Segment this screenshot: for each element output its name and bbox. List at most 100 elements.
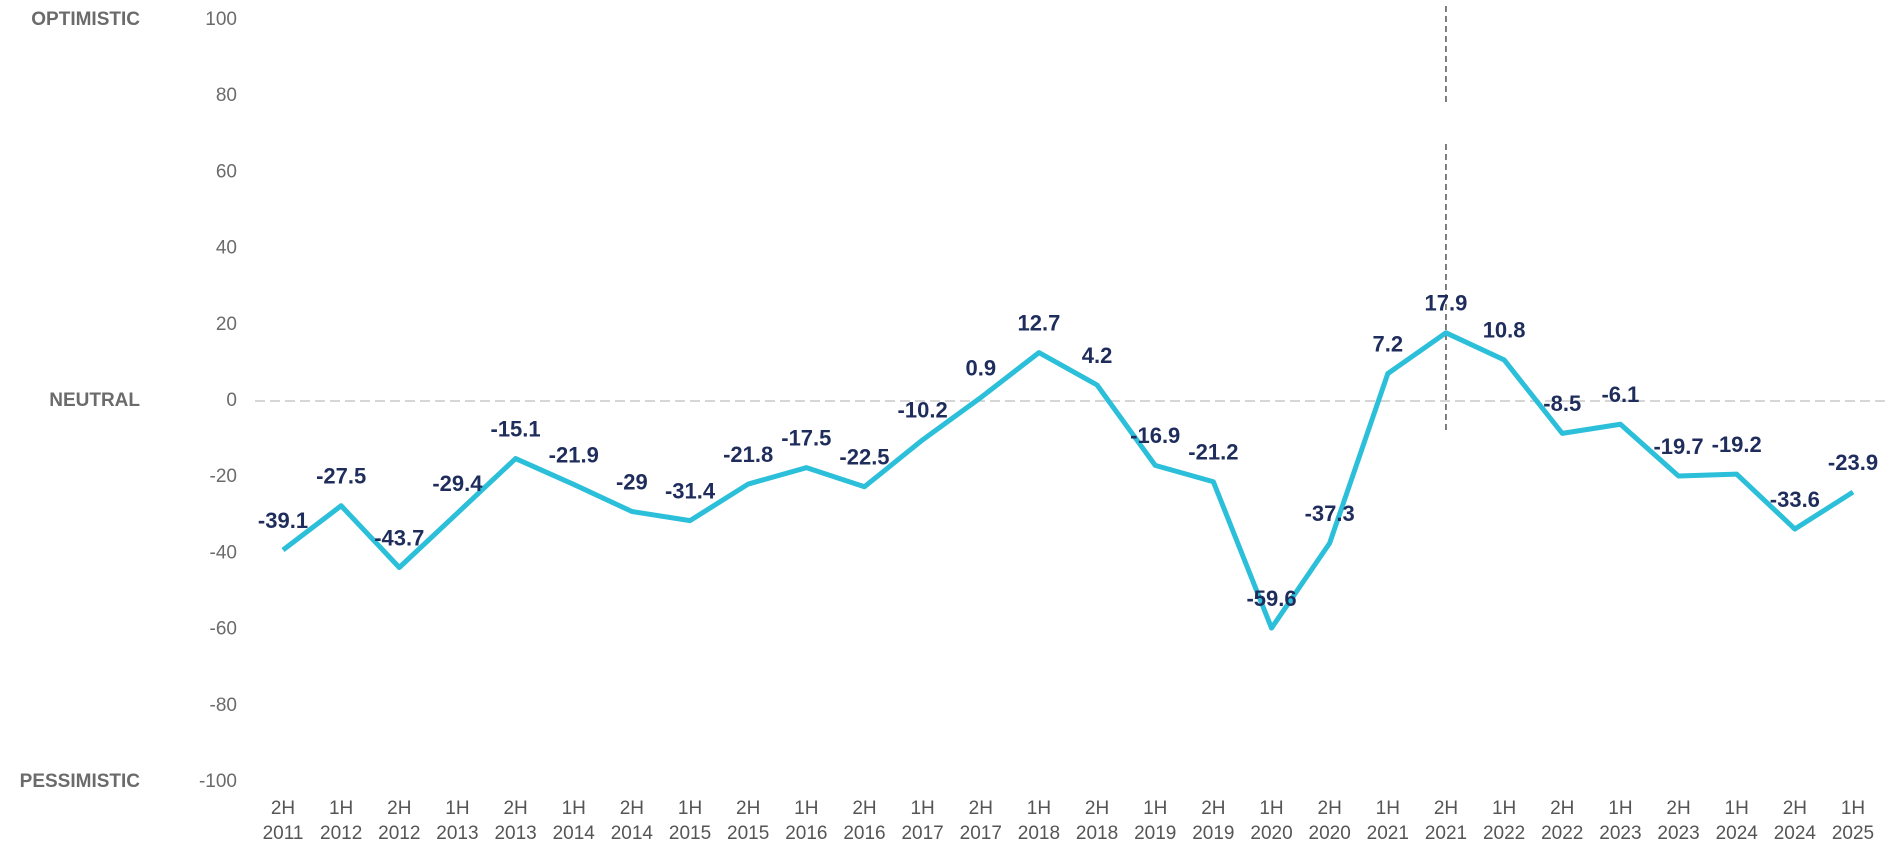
x-tick-label: 2H 2019 (1192, 798, 1234, 844)
x-tick-year: 2021 (1425, 823, 1467, 844)
y-tick-label: -20 (210, 466, 237, 487)
side-label: OPTIMISTIC (31, 9, 140, 30)
x-tick-year: 2015 (727, 823, 769, 844)
x-tick-year: 2025 (1832, 823, 1874, 844)
x-tick-half: 1H (910, 798, 934, 819)
data-label: 17.9 (1425, 291, 1468, 316)
data-label: -59.6 (1246, 586, 1296, 611)
data-label: -16.9 (1130, 423, 1180, 448)
data-label: -17.5 (781, 425, 831, 450)
data-label: -23.9 (1828, 450, 1878, 475)
x-tick-year: 2015 (669, 823, 711, 844)
x-tick-label: 2H 2023 (1657, 798, 1699, 844)
x-tick-label: 1H 2014 (553, 798, 596, 844)
x-tick-year: 2013 (436, 823, 478, 844)
x-tick-half: 2H (1318, 798, 1342, 819)
x-tick-half: 2H (1550, 798, 1574, 819)
x-tick-half: 2H (1085, 798, 1109, 819)
data-label: -33.6 (1770, 487, 1820, 512)
x-tick-year: 2014 (553, 823, 596, 844)
x-tick-label: 1H 2015 (669, 798, 711, 844)
x-tick-label: 2H 2022 (1541, 798, 1583, 844)
x-tick-half: 1H (1143, 798, 1167, 819)
x-tick-label: 1H 2024 (1716, 798, 1759, 844)
y-tick-label: 60 (216, 161, 237, 182)
x-tick-half: 1H (1027, 798, 1051, 819)
x-tick-half: 2H (969, 798, 993, 819)
x-tick-label: 1H 2022 (1483, 798, 1525, 844)
x-tick-label: 1H 2013 (436, 798, 478, 844)
x-tick-half: 2H (1783, 798, 1807, 819)
x-tick-year: 2021 (1367, 823, 1409, 844)
data-label: -8.5 (1543, 391, 1581, 416)
x-tick-half: 2H (503, 798, 527, 819)
data-label: 4.2 (1082, 343, 1113, 368)
x-tick-label: 1H 2021 (1367, 798, 1409, 844)
x-tick-label: 1H 2020 (1250, 798, 1292, 844)
x-tick-year: 2019 (1192, 823, 1234, 844)
side-label: NEUTRAL (49, 390, 140, 411)
x-tick-label: 2H 2024 (1774, 798, 1817, 844)
data-label: -37.3 (1305, 501, 1355, 526)
x-tick-year: 2023 (1599, 823, 1641, 844)
x-tick-year: 2011 (263, 823, 304, 844)
x-tick-half: 2H (387, 798, 411, 819)
y-tick-label: -40 (210, 542, 237, 563)
x-tick-year: 2019 (1134, 823, 1176, 844)
x-tick-half: 2H (620, 798, 644, 819)
x-tick-half: 2H (736, 798, 760, 819)
y-tick-label: 100 (205, 9, 237, 30)
x-tick-label: 2H 2021 (1425, 798, 1467, 844)
data-label: -22.5 (839, 445, 889, 470)
x-tick-label: 1H 2023 (1599, 798, 1641, 844)
x-tick-year: 2018 (1076, 823, 1118, 844)
x-tick-year: 2014 (611, 823, 654, 844)
data-label: 10.8 (1483, 318, 1526, 343)
x-tick-label: 2H 2014 (611, 798, 654, 844)
data-label: -21.8 (723, 442, 773, 467)
x-tick-year: 2020 (1250, 823, 1292, 844)
y-tick-label: -60 (210, 619, 237, 640)
x-tick-year: 2017 (901, 823, 943, 844)
data-label: 0.9 (965, 355, 996, 380)
y-tick-label: 0 (226, 390, 237, 411)
x-tick-year: 2022 (1483, 823, 1525, 844)
x-tick-half: 1H (445, 798, 469, 819)
x-tick-label: 2H 2015 (727, 798, 769, 844)
data-label: -29.4 (432, 471, 483, 496)
x-tick-year: 2017 (960, 823, 1002, 844)
y-tick-label: 80 (216, 85, 237, 106)
x-tick-year: 2023 (1657, 823, 1699, 844)
x-tick-half: 1H (329, 798, 353, 819)
x-tick-label: 1H 2017 (901, 798, 943, 844)
x-tick-half: 2H (1434, 798, 1458, 819)
data-label: -10.2 (898, 398, 948, 423)
x-tick-half: 1H (1608, 798, 1632, 819)
data-label: -21.2 (1188, 440, 1238, 465)
x-tick-half: 1H (1841, 798, 1865, 819)
x-tick-label: 2H 2016 (843, 798, 885, 844)
x-tick-year: 2020 (1309, 823, 1351, 844)
x-tick-half: 1H (1492, 798, 1516, 819)
x-tick-label: 2H 2012 (378, 798, 420, 844)
x-tick-year: 2024 (1774, 823, 1817, 844)
x-tick-year: 2016 (843, 823, 885, 844)
x-tick-half: 1H (1376, 798, 1400, 819)
x-tick-label: 2H 2020 (1309, 798, 1351, 844)
x-tick-half: 2H (271, 798, 295, 819)
x-tick-year: 2022 (1541, 823, 1583, 844)
x-tick-label: 1H 2012 (320, 798, 362, 844)
x-tick-half: 2H (1666, 798, 1690, 819)
data-label: -19.7 (1653, 434, 1703, 459)
x-tick-half: 1H (678, 798, 702, 819)
x-tick-year: 2024 (1716, 823, 1759, 844)
x-tick-label: 1H 2019 (1134, 798, 1176, 844)
x-tick-label: 1H 2025 (1832, 798, 1874, 844)
x-tick-year: 2012 (378, 823, 420, 844)
x-tick-half: 1H (562, 798, 586, 819)
y-tick-label: -80 (210, 695, 237, 716)
data-label: -29 (616, 469, 648, 494)
x-tick-year: 2013 (494, 823, 536, 844)
x-tick-label: 1H 2018 (1018, 798, 1060, 844)
